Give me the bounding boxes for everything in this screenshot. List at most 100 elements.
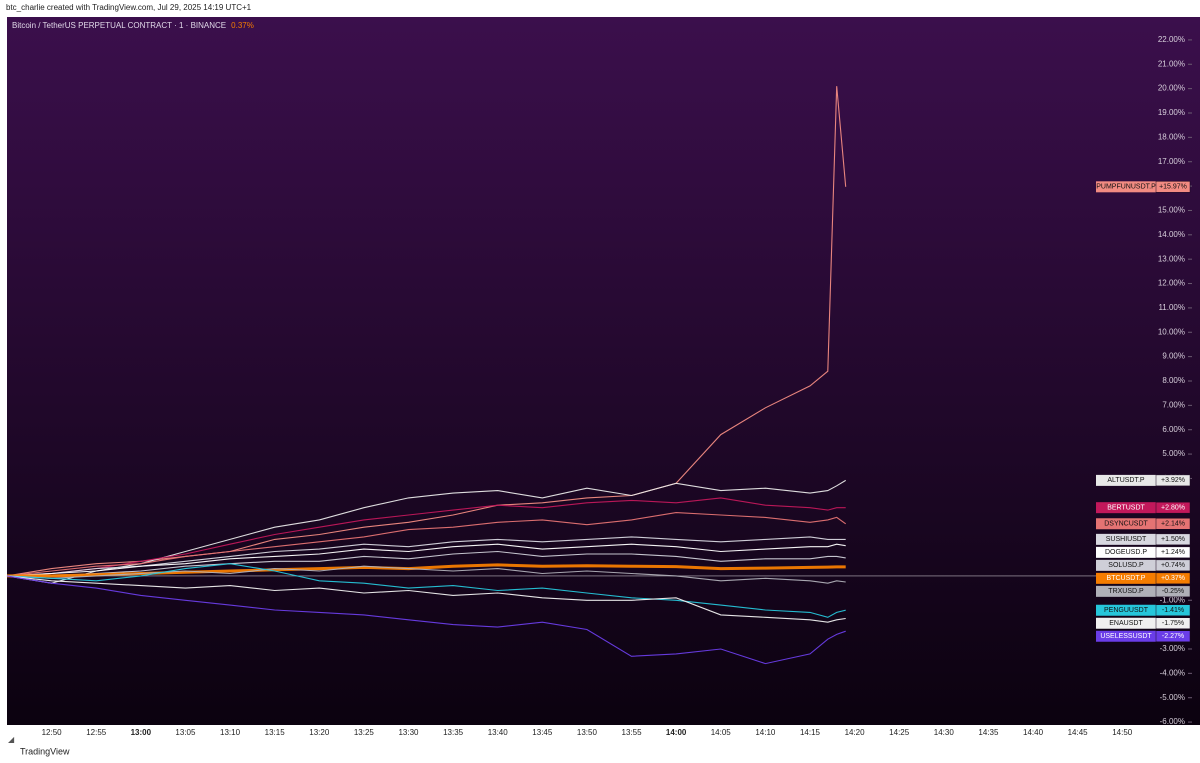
- legend-tag: [1096, 630, 1156, 642]
- value-tag: [1155, 181, 1191, 193]
- x-tick-label: 13:50: [577, 728, 598, 737]
- value-label: -1.75%: [1162, 620, 1184, 627]
- legend-label: BTCUSDT.P: [1107, 575, 1146, 582]
- x-tick-label: 13:35: [443, 728, 464, 737]
- x-tick-label: 14:20: [845, 728, 866, 737]
- value-tag: [1155, 546, 1191, 559]
- legend-tag: [1096, 518, 1156, 530]
- y-tick-label: 5.00%: [1162, 449, 1185, 458]
- x-tick-label: 12:50: [42, 728, 63, 737]
- value-tag: [1155, 572, 1191, 585]
- series-line: [6, 563, 846, 618]
- legend-tag: [1096, 617, 1156, 629]
- value-tag: [1155, 630, 1191, 642]
- value-tag: [1155, 604, 1191, 616]
- y-tick-label: 18.00%: [1158, 132, 1185, 141]
- value-label: +1.24%: [1161, 549, 1185, 556]
- legend-tag: [1096, 181, 1156, 193]
- y-tick-label: 12.00%: [1158, 279, 1185, 288]
- y-tick-label: 22.00%: [1158, 35, 1185, 44]
- brand-mark: ◢: [8, 735, 15, 744]
- y-tick-label: 11.00%: [1158, 303, 1185, 312]
- y-tick-label: 20.00%: [1158, 84, 1185, 93]
- x-tick-label: 14:25: [889, 728, 910, 737]
- y-tick-label: 6.00%: [1162, 425, 1185, 434]
- chart-subtitle: 0.37%: [231, 21, 254, 30]
- x-tick-label: 13:55: [622, 728, 643, 737]
- x-tick-label: 14:30: [934, 728, 955, 737]
- series-line: [7, 550, 846, 577]
- x-tick-label: 13:40: [488, 728, 509, 737]
- legend-tag: [1096, 474, 1156, 486]
- series-line: [6, 512, 847, 577]
- y-tick-label: 8.00%: [1162, 376, 1185, 385]
- series-line: [6, 575, 846, 665]
- value-label: +2.80%: [1161, 505, 1185, 512]
- legend-tag: [1096, 546, 1156, 558]
- x-tick-label: 13:25: [354, 728, 375, 737]
- value-label: +15.97%: [1159, 184, 1187, 191]
- x-tick-label: 13:20: [309, 728, 330, 737]
- x-tick-label: 13:00: [131, 728, 152, 737]
- x-tick-label: 13:45: [532, 728, 553, 737]
- y-tick-label: 9.00%: [1162, 352, 1185, 361]
- value-tag: [1155, 474, 1191, 487]
- value-label: -2.27%: [1162, 633, 1184, 640]
- value-tag: [1155, 501, 1191, 514]
- legend-label: SOLUSD.P: [1108, 562, 1144, 569]
- series-line: [6, 543, 846, 577]
- x-tick-label: 13:30: [398, 728, 419, 737]
- brand: TradingView: [20, 746, 70, 756]
- x-tick-label: 14:00: [666, 728, 687, 737]
- legend-tag: [1096, 572, 1156, 584]
- y-tick-label: -5.00%: [1160, 693, 1185, 702]
- legend-label: DOGEUSD.P: [1105, 549, 1147, 556]
- legend-label: DSYNCUSDT: [1104, 521, 1148, 528]
- y-tick-label: 21.00%: [1158, 59, 1185, 68]
- legend-label: TRXUSD.P: [1108, 588, 1144, 595]
- y-tick-label: -3.00%: [1160, 644, 1185, 653]
- x-tick-label: 14:40: [1023, 728, 1044, 737]
- value-tag: [1155, 617, 1191, 629]
- x-tick-label: 14:45: [1068, 728, 1089, 737]
- legend-label: PUMPFUNUSDT.P: [1096, 184, 1156, 191]
- x-tick-label: 12:55: [86, 728, 107, 737]
- x-tick-label: 13:15: [265, 728, 286, 737]
- value-label: -0.25%: [1162, 588, 1184, 595]
- value-label: -1.41%: [1162, 607, 1184, 614]
- y-tick-label: 10.00%: [1158, 327, 1185, 336]
- value-tag: [1155, 518, 1191, 530]
- legend-tag: [1096, 604, 1156, 616]
- value-label: +3.92%: [1161, 477, 1185, 484]
- value-label: +0.74%: [1161, 562, 1185, 569]
- legend-label: ENAUSDT: [1109, 620, 1143, 627]
- legend-label: BERTUSDT: [1107, 505, 1145, 512]
- legend-tag: [1096, 585, 1156, 597]
- value-tag: [1155, 585, 1191, 598]
- y-tick-label: 13.00%: [1158, 254, 1185, 263]
- y-tick-label: 15.00%: [1158, 206, 1185, 215]
- x-tick-label: 14:35: [978, 728, 999, 737]
- series-line: [7, 563, 846, 578]
- y-tick-label: 7.00%: [1162, 400, 1185, 409]
- legend-label: ALTUSDT.P: [1107, 477, 1145, 484]
- x-tick-label: 14:10: [755, 728, 776, 737]
- series-line: [6, 575, 846, 623]
- series-line: [6, 536, 846, 577]
- value-tag: [1155, 559, 1191, 572]
- chart-title: Bitcoin / TetherUS PERPETUAL CONTRACT · …: [12, 21, 226, 30]
- series-line: [6, 497, 846, 577]
- legend-tag: [1096, 533, 1156, 545]
- value-tag: [1155, 533, 1191, 546]
- x-tick-label: 14:15: [800, 728, 821, 737]
- series-line: [6, 86, 847, 577]
- caption: btc_charlie created with TradingView.com…: [6, 3, 252, 12]
- legend-label: SUSHIUSDT: [1106, 536, 1147, 543]
- x-tick-label: 13:10: [220, 728, 241, 737]
- legend-tag: [1096, 559, 1156, 571]
- legend-tag: [1096, 502, 1156, 514]
- legend-label: USELESSUSDT: [1100, 633, 1152, 640]
- value-label: +1.50%: [1161, 536, 1185, 543]
- y-tick-label: -4.00%: [1160, 668, 1185, 677]
